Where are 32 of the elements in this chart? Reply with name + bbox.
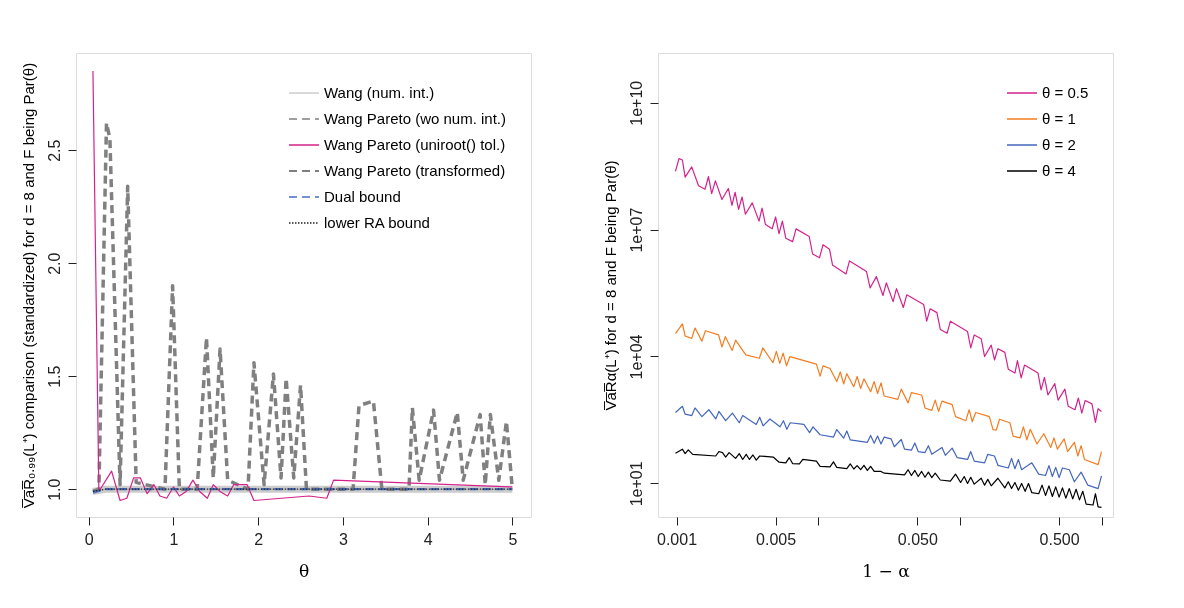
legend-label: Dual bound <box>324 188 401 205</box>
legend-label: Wang Pareto (wo num. int.) <box>324 110 507 127</box>
legend-label: Wang Pareto (transformed) <box>324 162 506 179</box>
x-tick-label: 1 <box>169 530 179 548</box>
y-axis-title: V̅a̅R̅₀.₉₉(L⁺) comparison (standardized) for d = 8 and F being Par(θ) <box>19 62 37 509</box>
y-tick-label: 1e+04 <box>627 334 645 380</box>
y-tick-label: 1e+10 <box>627 80 645 126</box>
y-axis-title: V̅a̅R̅α(L⁺) for d = 8 and F being Par(θ) <box>601 160 619 411</box>
y-tick-label: 1.0 <box>45 478 63 501</box>
legend-label: Wang Pareto (uniroot() tol.) <box>324 136 506 153</box>
x-tick-label: 0 <box>84 530 94 548</box>
x-tick-label: 0.001 <box>657 530 698 548</box>
legend-label: θ = 0.5 <box>1042 84 1089 101</box>
y-tick-label: 2.5 <box>45 139 63 162</box>
x-axis-title: 1 − α <box>862 560 911 581</box>
x-tick-label: 3 <box>338 530 348 548</box>
x-tick-label: 0.500 <box>1039 530 1080 548</box>
y-tick-label: 2.0 <box>45 252 63 275</box>
y-tick-label: 1e+01 <box>627 461 645 507</box>
legend-label: θ = 2 <box>1042 136 1076 153</box>
legend-label: θ = 1 <box>1042 110 1076 127</box>
legend-label: lower RA bound <box>324 214 430 231</box>
x-tick-label: 0.005 <box>756 530 797 548</box>
x-tick-label: 4 <box>423 530 433 548</box>
y-tick-label: 1.5 <box>45 365 63 388</box>
y-tick-label: 1e+07 <box>627 207 645 253</box>
legend-label: θ = 4 <box>1042 162 1076 179</box>
x-tick-label: 2 <box>254 530 264 548</box>
x-tick-label: 5 <box>508 530 518 548</box>
legend-label: Wang (num. int.) <box>324 84 435 101</box>
x-axis-title: θ <box>298 560 310 581</box>
x-tick-label: 0.050 <box>897 530 938 548</box>
